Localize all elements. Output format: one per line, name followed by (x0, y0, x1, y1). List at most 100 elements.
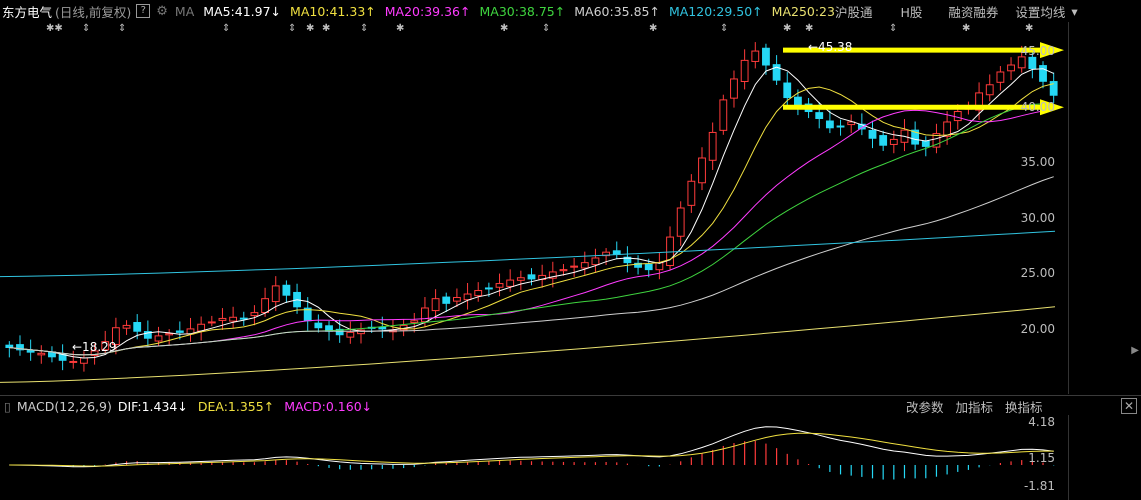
down-candle[interactable] (282, 280, 291, 304)
period-mode[interactable]: (日线,前复权) (55, 4, 132, 20)
event-marker-icon[interactable]: ⇕ (118, 23, 127, 34)
down-candle[interactable] (58, 344, 67, 371)
up-candle[interactable] (730, 70, 738, 108)
up-candle[interactable] (165, 329, 174, 345)
up-candle[interactable] (452, 288, 461, 307)
up-candle[interactable] (186, 317, 195, 342)
down-candle[interactable] (143, 320, 152, 348)
up-candle[interactable] (154, 326, 163, 346)
down-candle[interactable] (314, 314, 323, 333)
down-candle[interactable] (612, 241, 621, 260)
up-candle[interactable] (538, 264, 547, 288)
change-params-button[interactable]: 改参数 (906, 399, 944, 415)
down-candle[interactable] (825, 110, 834, 134)
up-candle[interactable] (474, 282, 483, 302)
up-candle[interactable] (559, 264, 568, 276)
event-marker-icon[interactable]: ✱ (1025, 23, 1034, 34)
down-candle[interactable] (1049, 72, 1058, 104)
up-candle[interactable] (431, 289, 440, 320)
up-candle[interactable] (410, 312, 419, 333)
event-marker-icon[interactable]: ⇕ (720, 23, 729, 34)
macd-collapse-icon[interactable]: ▯ (4, 398, 11, 414)
up-candle[interactable] (197, 316, 206, 341)
down-candle[interactable] (921, 136, 930, 157)
down-candle[interactable] (1039, 61, 1047, 89)
down-candle[interactable] (911, 121, 920, 150)
up-candle[interactable] (37, 345, 46, 364)
event-marker-icon[interactable]: ✱ (500, 23, 509, 34)
up-candle[interactable] (357, 322, 365, 344)
menu-set-ma[interactable]: 设置均线 (1015, 4, 1066, 20)
up-candle[interactable] (101, 330, 110, 355)
event-marker-icon[interactable]: ✱ (396, 23, 405, 34)
down-candle[interactable] (293, 283, 301, 314)
up-candle[interactable] (676, 201, 685, 246)
macd-chart[interactable] (0, 415, 1068, 500)
up-candle[interactable] (751, 42, 760, 69)
menu-hk-connect[interactable]: 沪股通 (834, 4, 873, 20)
event-marker-icon[interactable]: ✱✱ (46, 23, 63, 34)
menu-h-share[interactable]: H股 (900, 4, 923, 20)
event-marker-icon[interactable]: ✱ (783, 23, 792, 34)
down-candle[interactable] (836, 119, 845, 136)
up-candle[interactable] (506, 269, 515, 292)
switch-indicator-button[interactable]: 换指标 (1005, 399, 1043, 415)
up-candle[interactable] (346, 321, 355, 344)
down-candle[interactable] (1028, 47, 1037, 79)
up-candle[interactable] (122, 320, 131, 335)
up-candle[interactable] (207, 315, 216, 327)
event-marker-icon[interactable]: ⇕ (82, 23, 91, 34)
up-candle[interactable] (591, 248, 600, 273)
event-marker-icon[interactable]: ✱ (805, 23, 814, 34)
stock-name[interactable]: 东方电气 (2, 4, 53, 20)
down-candle[interactable] (772, 55, 781, 86)
up-candle[interactable] (847, 114, 856, 134)
down-candle[interactable] (623, 246, 632, 273)
down-candle[interactable] (527, 268, 536, 286)
down-candle[interactable] (16, 335, 24, 356)
add-indicator-button[interactable]: 加指标 (955, 399, 994, 415)
down-candle[interactable] (175, 321, 184, 340)
event-marker-icon[interactable]: ✱ (306, 23, 315, 34)
down-candle[interactable] (762, 43, 770, 75)
up-candle[interactable] (655, 252, 664, 280)
up-candle[interactable] (218, 308, 227, 331)
down-candle[interactable] (442, 292, 451, 313)
menu-margin-trading[interactable]: 融资融券 (948, 4, 999, 20)
up-candle[interactable] (229, 306, 238, 329)
up-candle[interactable] (580, 251, 589, 275)
down-candle[interactable] (303, 297, 312, 331)
up-candle[interactable] (708, 122, 717, 170)
up-candle[interactable] (69, 350, 78, 369)
down-candle[interactable] (644, 258, 653, 278)
up-candle[interactable] (250, 305, 259, 326)
up-candle[interactable] (740, 49, 749, 90)
up-candle[interactable] (80, 351, 88, 372)
down-candle[interactable] (879, 130, 888, 151)
chevron-down-icon[interactable]: ▾ (1071, 3, 1078, 19)
settings-gear-icon[interactable]: ⚙ (156, 3, 168, 19)
up-candle[interactable] (261, 287, 269, 317)
close-icon[interactable]: ✕ (1121, 398, 1137, 414)
up-candle[interactable] (271, 276, 280, 312)
up-candle[interactable] (900, 119, 909, 152)
event-marker-icon[interactable]: ✱ (322, 23, 331, 34)
up-candle[interactable] (996, 66, 1005, 91)
event-marker-icon[interactable]: ⇕ (288, 23, 297, 34)
event-marker-icon[interactable]: ⇕ (542, 23, 551, 34)
event-marker-icon[interactable]: ✱ (962, 23, 971, 34)
up-candle[interactable] (985, 74, 994, 102)
up-candle[interactable] (495, 273, 504, 297)
down-candle[interactable] (378, 316, 387, 338)
expand-handle-icon[interactable]: ▶ (1131, 345, 1139, 356)
down-candle[interactable] (868, 120, 877, 149)
up-candle[interactable] (687, 174, 696, 213)
price-chart[interactable] (0, 22, 1068, 394)
down-candle[interactable] (634, 255, 642, 275)
macd-title[interactable]: MACD(12,26,9) (16, 398, 112, 414)
down-candle[interactable] (783, 72, 792, 107)
event-marker-icon[interactable]: ⇕ (889, 23, 898, 34)
up-candle[interactable] (1007, 57, 1015, 81)
up-candle[interactable] (516, 270, 525, 291)
event-marker-icon[interactable]: ⇕ (360, 23, 369, 34)
